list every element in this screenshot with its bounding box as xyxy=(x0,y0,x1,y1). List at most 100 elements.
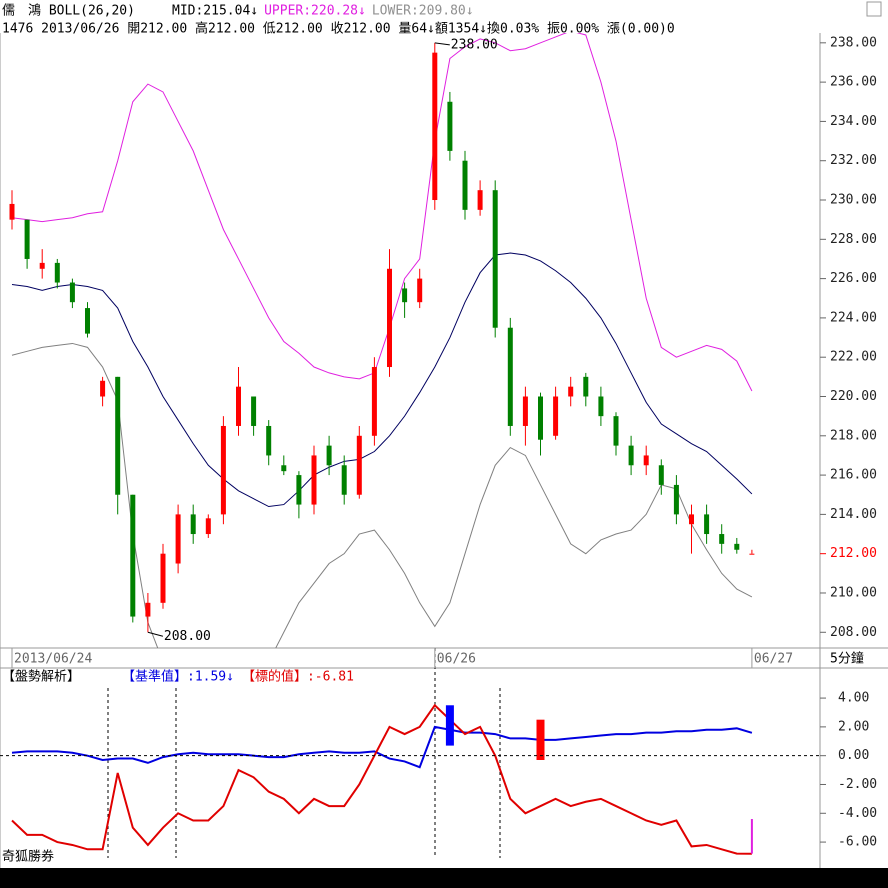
candle-body xyxy=(326,445,332,466)
y-tick-label: 208.00 xyxy=(830,625,877,640)
band-line xyxy=(11,252,753,508)
y-tick-label: 222.00 xyxy=(830,350,877,365)
candle-body xyxy=(477,190,483,210)
candle-body xyxy=(115,376,121,495)
candle-body xyxy=(100,380,106,397)
candle-body xyxy=(190,514,196,535)
y-tick-label: 232.00 xyxy=(830,153,877,168)
candle-body xyxy=(643,455,649,466)
candle-body xyxy=(432,52,438,201)
candle-body xyxy=(462,160,468,210)
y-tick-label: 234.00 xyxy=(830,114,877,129)
candle-body xyxy=(236,386,241,426)
candle-body xyxy=(296,475,302,505)
y-tick-label: -6.00 xyxy=(838,835,877,850)
candle-body xyxy=(85,308,90,334)
y-tick-label: 228.00 xyxy=(830,232,877,247)
y-tick-label: 224.00 xyxy=(830,310,877,325)
candle-body xyxy=(673,484,679,515)
x-tick-label: 06/27 xyxy=(754,652,793,667)
candle-body xyxy=(402,288,408,303)
candle-body xyxy=(538,396,543,440)
candle-body xyxy=(689,514,694,525)
y-tick-label: 210.00 xyxy=(830,585,877,600)
y-tick-label: 216.00 xyxy=(830,468,877,483)
candle-body xyxy=(175,514,181,564)
band-line xyxy=(11,33,753,392)
y-tick-label: 230.00 xyxy=(830,193,877,208)
y-tick-label: 0.00 xyxy=(838,748,869,763)
candle-body xyxy=(628,445,634,466)
sub-line xyxy=(11,725,753,769)
legend-entry: 【標的值】:-6.81 xyxy=(242,669,354,685)
signal-bar xyxy=(445,705,454,746)
candle-body xyxy=(145,602,151,617)
last-price-label: 212.00 xyxy=(830,546,877,561)
candle-body xyxy=(598,396,604,417)
candle-body xyxy=(9,203,15,220)
candle-body xyxy=(507,327,513,426)
signal-bar xyxy=(750,819,753,854)
candle-body xyxy=(205,518,211,535)
band-line xyxy=(11,342,753,648)
annotation: 208.00 xyxy=(164,629,211,644)
candle-body xyxy=(160,553,166,603)
candle-body xyxy=(251,396,257,426)
price-plot xyxy=(9,33,755,648)
annotation-leader xyxy=(147,631,164,637)
bottom-bar xyxy=(0,868,888,888)
legend-entry: UPPER:220.28↓ xyxy=(264,4,366,19)
sub-title: 【盤勢解析】 xyxy=(2,670,80,685)
candle-body xyxy=(658,465,664,485)
y-tick-label: 238.00 xyxy=(830,35,877,50)
period-label: 5分鐘 xyxy=(830,651,864,667)
candle-body xyxy=(311,455,317,505)
candle-body xyxy=(130,494,136,617)
signal-bar xyxy=(536,719,545,760)
x-tick-label: 2013/06/24 xyxy=(14,652,92,667)
y-tick-label: 218.00 xyxy=(830,428,877,443)
y-tick-label: -2.00 xyxy=(838,777,877,792)
y-tick-label: 2.00 xyxy=(838,719,869,734)
candle-body xyxy=(492,190,498,328)
chart-title: 儒 鴻 BOLL(26,20) xyxy=(2,4,135,19)
window-button[interactable] xyxy=(866,1,882,17)
y-tick-label: 4.00 xyxy=(838,691,869,706)
candle-body xyxy=(371,367,377,436)
sub-plot xyxy=(11,703,753,855)
candle-body xyxy=(522,396,528,426)
info-line: 1476 2013/06/26 開212.00 高212.00 低212.00 … xyxy=(2,21,675,37)
candle-body xyxy=(704,514,710,535)
candle-body xyxy=(356,435,362,495)
legend-entry: 【基準值】:1.59↓ xyxy=(122,669,234,685)
candle-body xyxy=(719,534,725,544)
y-tick-label: 236.00 xyxy=(830,75,877,90)
y-tick-label: 214.00 xyxy=(830,507,877,522)
candle-body xyxy=(583,376,589,397)
candle-body xyxy=(447,101,453,151)
candle-body xyxy=(281,465,287,472)
y-tick-label: 226.00 xyxy=(830,271,877,286)
footer: 奇狐勝券 xyxy=(2,849,54,865)
candle-body xyxy=(568,386,574,397)
annotation: 238.00 xyxy=(451,37,498,52)
candle-body xyxy=(341,465,347,495)
candle-body xyxy=(266,425,272,456)
candle-body xyxy=(749,553,755,555)
candle-body xyxy=(734,543,740,550)
y-tick-label: -4.00 xyxy=(838,806,877,821)
candle-body xyxy=(387,268,392,368)
candle-body xyxy=(553,396,559,436)
sub-line xyxy=(11,703,752,855)
session-dividers xyxy=(107,648,501,858)
candle-body xyxy=(220,425,226,515)
candle-body xyxy=(24,219,30,259)
legend-entry: MID:215.04↓ xyxy=(172,4,258,19)
y-tick-label: 220.00 xyxy=(830,389,877,404)
candle-body xyxy=(613,416,619,446)
candle-body xyxy=(54,262,60,283)
legend-entry: LOWER:209.80↓ xyxy=(372,4,474,19)
candle-body xyxy=(39,262,45,269)
annotation-leader xyxy=(434,42,450,46)
